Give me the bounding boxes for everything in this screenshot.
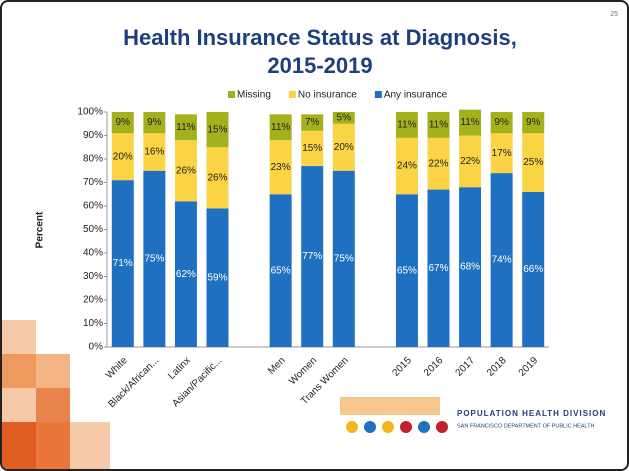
data-label: 62% [176, 269, 196, 280]
logo [340, 397, 448, 433]
data-label: 65% [397, 265, 417, 276]
data-label: 11% [176, 122, 195, 133]
data-label: 26% [207, 172, 227, 183]
data-label: 15% [302, 143, 322, 154]
data-label: 5% [337, 113, 352, 124]
x-tick-label: 2019 [517, 355, 541, 379]
legend-swatch [289, 91, 296, 98]
data-label: 9% [526, 117, 541, 128]
y-tick-label: 90% [83, 130, 103, 141]
data-label: 25% [523, 157, 543, 168]
x-tick-label: Latinx [166, 355, 193, 382]
footer-title: POPULATION HEALTH DIVISION [457, 409, 606, 418]
x-tick-label: 2016 [422, 355, 446, 379]
data-label: 23% [271, 162, 291, 173]
y-tick-label: 20% [83, 295, 103, 306]
legend-label: Any insurance [384, 90, 448, 101]
x-tick-label: 2015 [390, 355, 414, 379]
legend-label: Missing [237, 90, 271, 101]
y-tick-label: 40% [83, 248, 103, 259]
page-number: 25 [610, 11, 618, 18]
x-tick-label: 2018 [485, 355, 509, 379]
legend-label: No insurance [298, 90, 357, 101]
data-label: 9% [147, 117, 162, 128]
y-tick-label: 80% [83, 154, 103, 165]
data-label: 26% [176, 165, 196, 176]
data-label: 11% [460, 117, 479, 128]
data-label: 11% [397, 120, 416, 131]
data-label: 67% [428, 263, 448, 274]
y-tick-label: 60% [83, 201, 103, 212]
y-tick-label: 50% [83, 224, 103, 235]
data-label: 9% [494, 117, 509, 128]
data-label: 9% [116, 117, 131, 128]
data-label: 20% [113, 151, 133, 162]
data-label: 66% [523, 264, 543, 275]
y-tick-label: 30% [83, 271, 103, 282]
footer-subtitle: SAN FRANCISCO DEPARTMENT OF PUBLIC HEALT… [457, 423, 594, 429]
legend-swatch [228, 91, 235, 98]
data-label: 16% [144, 147, 164, 158]
y-tick-label: 100% [77, 107, 103, 118]
data-label: 22% [460, 156, 480, 167]
data-label: 75% [144, 254, 164, 265]
data-label: 65% [271, 265, 291, 276]
slide: 25 Health Insurance Status at Diagnosis,… [0, 0, 629, 471]
data-label: 7% [305, 117, 320, 128]
x-tick-label: White [104, 355, 130, 381]
chart-title: Health Insurance Status at Diagnosis, [123, 25, 517, 50]
chart: 25 Health Insurance Status at Diagnosis,… [2, 2, 627, 469]
legend-swatch [375, 91, 382, 98]
data-label: 74% [492, 255, 512, 266]
data-label: 75% [334, 254, 354, 265]
data-label: 11% [429, 120, 448, 131]
data-label: 77% [302, 251, 322, 262]
x-tick-label: 2017 [454, 355, 478, 379]
y-tick-label: 0% [89, 342, 104, 353]
data-label: 20% [334, 142, 354, 153]
data-label: 68% [460, 262, 480, 273]
chart-title: 2015-2019 [267, 53, 372, 78]
y-axis-label: Percent [35, 211, 46, 248]
data-label: 15% [207, 124, 227, 135]
data-label: 24% [397, 161, 417, 172]
x-tick-label: Men [266, 355, 288, 377]
data-label: 59% [207, 272, 227, 283]
y-tick-label: 10% [83, 318, 103, 329]
data-label: 71% [113, 258, 133, 269]
data-label: 22% [428, 158, 448, 169]
y-tick-label: 70% [83, 177, 103, 188]
data-label: 11% [271, 122, 290, 133]
data-label: 17% [492, 148, 512, 159]
